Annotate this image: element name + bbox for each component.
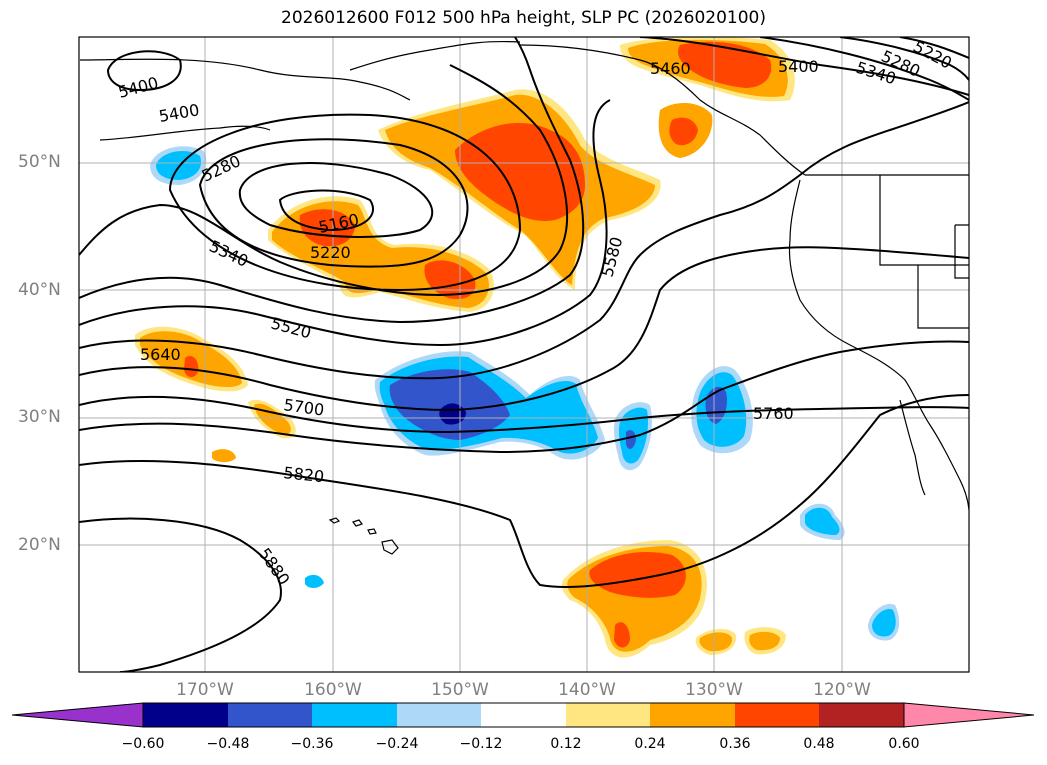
colorbar <box>11 702 1035 728</box>
colorbar-tick: 0.60 <box>888 736 920 752</box>
anomaly-negative-region <box>805 507 840 535</box>
contour-label: 5460 <box>650 59 691 78</box>
lat-label: 30°N <box>18 407 61 427</box>
contour-label: 5400 <box>778 57 819 76</box>
anomaly-negative-region <box>156 150 202 180</box>
colorbar-max-extension <box>903 702 1035 728</box>
anomaly-positive-region <box>424 260 476 300</box>
colorbar-tick: 0.36 <box>719 736 751 752</box>
contour-label: 5820 <box>283 463 325 486</box>
colorbar-tick: 0.24 <box>634 736 666 752</box>
anomaly-negative-region <box>872 609 896 637</box>
height-contours <box>79 37 969 672</box>
contour-label: 5220 <box>310 243 351 262</box>
colorbar-bin <box>819 703 904 727</box>
lat-label: 40°N <box>18 280 61 300</box>
colorbar-tick: −0.48 <box>206 736 250 752</box>
colorbar-bin <box>481 703 566 727</box>
anomaly-positive-region <box>212 449 236 463</box>
colorbar-bin <box>312 703 397 727</box>
contour-label: 5760 <box>753 404 794 423</box>
lon-label: 140°W <box>558 680 616 700</box>
anomaly-positive-region <box>678 41 772 88</box>
lon-label: 150°W <box>431 680 489 700</box>
anomaly-positive-region <box>589 551 686 598</box>
colorbar-bin <box>397 703 481 727</box>
colorbar-bin <box>143 703 228 727</box>
colorbar-tick: −0.36 <box>290 736 334 752</box>
contour-label: 5640 <box>140 345 181 364</box>
colorbar-tick: −0.12 <box>459 736 503 752</box>
colorbar-bin <box>228 703 312 727</box>
colorbar-bin <box>735 703 819 727</box>
hawaii-islands <box>328 517 399 555</box>
anomaly-positive-region <box>749 631 780 651</box>
map-frame <box>78 36 970 673</box>
anomaly-positive-region <box>614 622 630 648</box>
anomaly-negative-region <box>626 430 636 449</box>
colorbar-min-extension <box>11 702 144 728</box>
anomaly-negative-region <box>305 574 324 588</box>
anomaly-positive-region <box>184 355 199 378</box>
colorbar-bin <box>650 703 735 727</box>
colorbar-frame <box>142 702 905 728</box>
lon-label: 120°W <box>813 680 871 700</box>
graticule <box>79 37 969 672</box>
colorbar-tick: 0.48 <box>803 736 835 752</box>
colorbar-tick: −0.60 <box>121 736 165 752</box>
lon-label: 160°W <box>304 680 362 700</box>
lon-label: 130°W <box>685 680 743 700</box>
colorbar-bin <box>566 703 650 727</box>
anomaly-positive-region <box>455 122 585 221</box>
map-title: 2026012600 F012 500 hPa height, SLP PC (… <box>281 8 766 28</box>
lon-label: 170°W <box>176 680 234 700</box>
colorbar-tick: 0.12 <box>550 736 582 752</box>
lat-label: 20°N <box>18 535 61 555</box>
lat-label: 50°N <box>18 152 61 172</box>
anomaly-positive-region <box>699 632 733 652</box>
anomaly-positive-region <box>669 117 698 146</box>
colorbar-tick: −0.24 <box>375 736 419 752</box>
